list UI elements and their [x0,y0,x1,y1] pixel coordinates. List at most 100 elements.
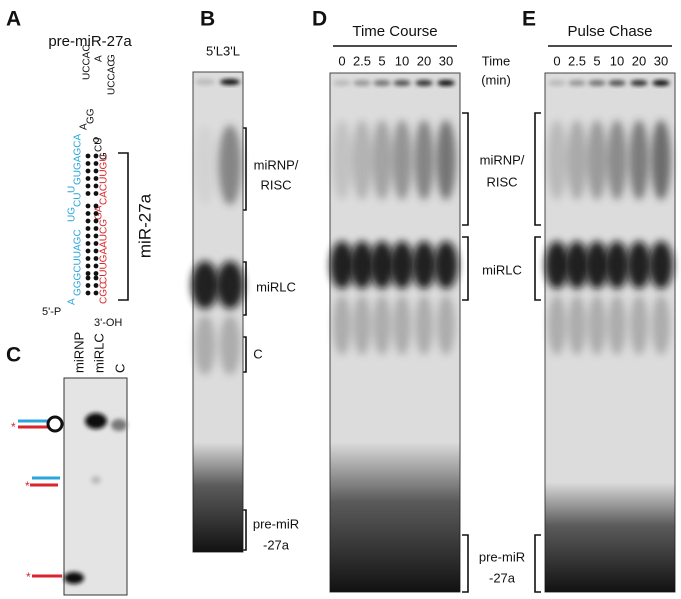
lane-label: 0 [553,53,560,68]
band [630,80,648,86]
base-pair [85,218,91,224]
title: Time Course [352,23,437,40]
band [332,295,352,355]
band [437,80,455,86]
seq: UCCAC [107,59,118,95]
free-rna [193,442,243,552]
bracket-label: pre-miR [253,516,299,531]
base-pair [93,161,99,166]
panel-label: E [522,8,536,31]
band [604,241,630,289]
base-pair [85,271,91,276]
band [216,261,244,309]
band [567,295,587,355]
five-prime: 5'-P [42,306,61,318]
bracket-label: pre-miR [479,549,525,564]
seq: CACUUGU [99,154,110,205]
base-pair [85,241,91,246]
band [414,295,434,355]
band [414,120,434,200]
band [329,241,355,289]
bracket [240,127,247,551]
panel-label: B [200,8,215,31]
lane-label: miRLC [91,333,106,373]
base-pair [85,290,91,296]
svg-text:*: * [26,570,31,584]
base-pair [93,233,99,239]
base-pair [85,183,91,189]
base-pair [85,168,91,174]
seq: GGGCUUAGC [73,229,84,296]
bracket-label: miRLC [256,279,296,294]
band [568,80,586,86]
band [195,79,215,85]
band [194,315,216,375]
lane-label: 30 [439,53,453,68]
bracket [462,112,469,593]
lane-label: 30 [654,53,668,68]
base-pair [93,263,99,269]
bracket-label: RISC [486,174,517,189]
base-pair [93,137,99,143]
band [652,80,670,86]
panel-label: A [6,8,21,31]
band [651,120,671,200]
band [547,120,567,200]
seq: CGC [99,282,110,304]
time-label: (min) [481,72,511,87]
band [389,241,415,289]
rna-icons: * * * [11,415,64,584]
base-pair [85,283,91,288]
base-pair [85,203,91,209]
base-pair [85,211,91,216]
seq: G [107,54,118,62]
base-pair [93,153,99,159]
bracket [534,112,541,593]
lane-label: 10 [395,53,409,68]
seq: G [99,152,110,160]
base-pair [93,168,99,174]
band [629,295,649,355]
base-pair [93,203,99,209]
lane-label: 2.5 [353,53,371,68]
band [564,241,590,289]
band [393,80,411,86]
free-rna [545,482,675,592]
mirna-label: miR-27a [135,193,154,258]
lane-label: 20 [632,53,646,68]
band [436,295,456,355]
base-pair [85,275,91,281]
base-pair [85,153,91,159]
gel [191,71,244,553]
seq: GG [86,108,97,124]
band [373,80,391,86]
lane-label: miRNP [71,332,86,373]
base-pair [93,290,99,296]
svg-text:*: * [11,420,16,434]
three-prime: 3'-OH [94,317,122,329]
band [629,120,649,200]
band [392,295,412,355]
band [584,241,610,289]
band [588,80,606,86]
gel [544,72,676,593]
lane-label: 10 [610,53,624,68]
base-pair [93,211,99,216]
band [567,120,587,200]
base-pair [85,263,91,269]
seq: UCCAC [82,44,93,80]
title: pre-miR-27a [48,33,132,50]
title: Pulse Chase [567,23,652,40]
base-pair [85,256,91,261]
gel [329,72,461,593]
lane-label: C [112,364,127,373]
lane-label: 2.5 [568,53,586,68]
band [433,241,459,289]
band [651,295,671,355]
band [372,295,392,355]
lane-label: 0 [338,53,345,68]
time-label: Time [482,53,510,68]
lane-label: 5 [593,53,600,68]
bracket-label: RISC [260,177,291,192]
